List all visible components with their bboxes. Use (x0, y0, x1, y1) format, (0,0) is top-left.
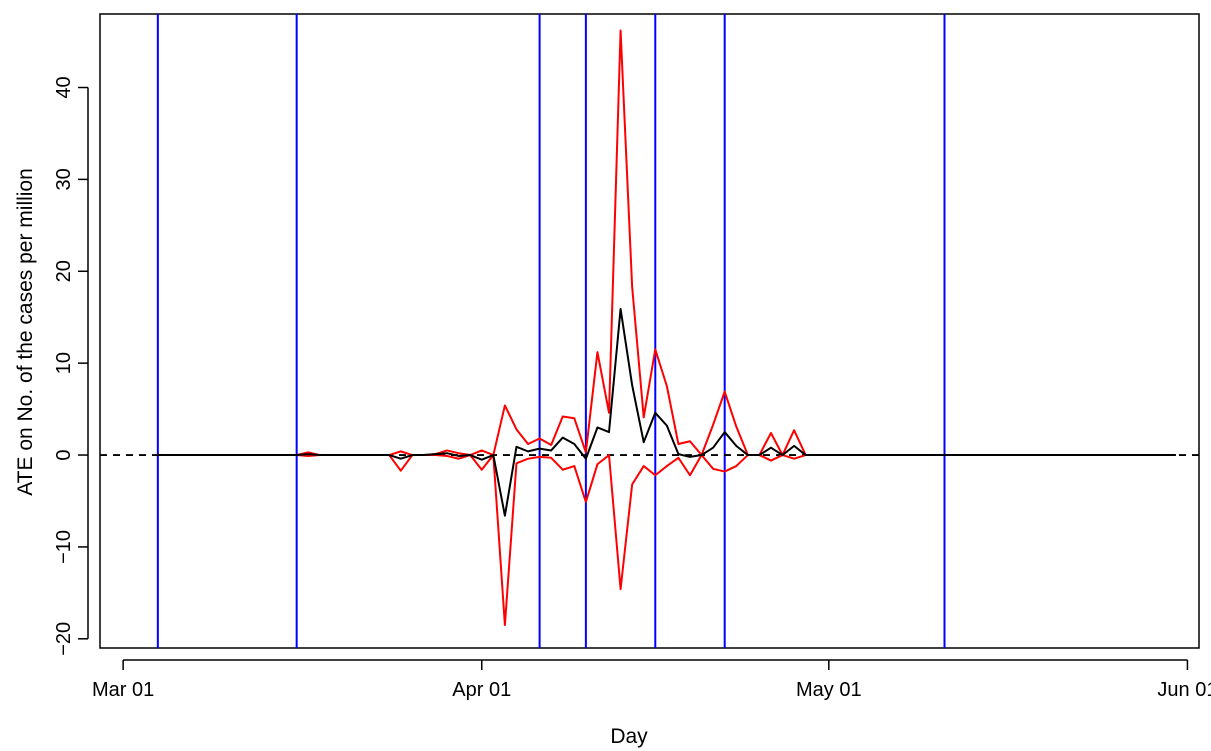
x-tick-label: Mar 01 (92, 679, 154, 701)
y-tick-label: −10 (53, 530, 75, 564)
x-tick-label: Apr 01 (452, 679, 511, 701)
x-tick-label: Jun 01 (1157, 679, 1211, 701)
plot-area (99, 13, 1200, 649)
series-line-upper (157, 29, 1176, 457)
x-tick-label: May 01 (796, 679, 862, 701)
y-axis-title: ATE on No. of the cases per million (14, 168, 37, 496)
y-tick-label: 20 (53, 260, 75, 282)
y-tick-label: −20 (53, 622, 75, 656)
y-tick-label: 40 (53, 76, 75, 98)
series-line-lower (157, 454, 1176, 627)
series-line-estimate (157, 307, 1176, 517)
y-tick-label: 0 (53, 449, 75, 460)
x-axis-title: Day (610, 725, 648, 748)
y-tick-label: 30 (53, 168, 75, 190)
y-tick-label: 10 (53, 352, 75, 374)
